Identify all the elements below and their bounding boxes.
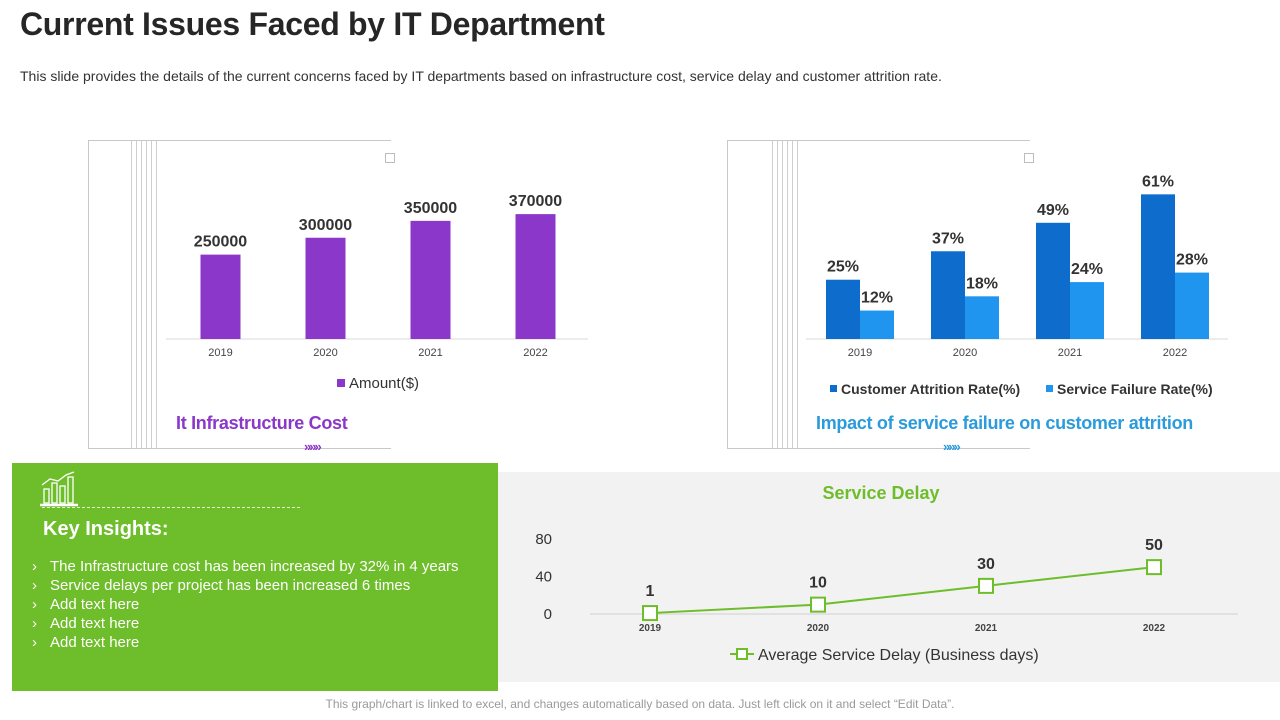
tick-label: 2020 xyxy=(807,623,830,634)
legend-label: Service Failure Rate(%) xyxy=(1057,381,1213,397)
data-label: 250000 xyxy=(194,234,247,251)
legend-swatch xyxy=(830,385,837,392)
data-label: 12% xyxy=(861,290,893,307)
bar xyxy=(860,310,894,339)
tick-label: 2019 xyxy=(639,623,662,634)
bar xyxy=(1070,282,1104,339)
key-insights-list: The Infrastructure cost has been increas… xyxy=(32,557,462,652)
key-insights-box: Key Insights: The Infrastructure cost ha… xyxy=(12,463,498,691)
data-label: 28% xyxy=(1176,252,1208,269)
tick-label: 2021 xyxy=(418,347,442,359)
data-point xyxy=(810,596,826,613)
insights-divider xyxy=(42,507,300,508)
data-point xyxy=(1146,559,1162,576)
infrastructure-arrows-icon: »»» xyxy=(304,439,322,454)
panel-handle-left xyxy=(385,153,395,163)
bar xyxy=(965,296,999,339)
legend-marker xyxy=(736,648,748,660)
panel-handle-right xyxy=(1024,153,1034,163)
tick-label: 2022 xyxy=(523,347,547,359)
bar xyxy=(305,237,346,339)
bar xyxy=(826,279,860,339)
y-tick-label: 80 xyxy=(535,531,552,548)
data-point xyxy=(642,605,658,622)
list-item: Add text here xyxy=(32,595,462,614)
tick-label: 2021 xyxy=(1058,347,1082,359)
tick-label: 2021 xyxy=(975,623,998,634)
tick-label: 2019 xyxy=(848,347,872,359)
list-item: The Infrastructure cost has been increas… xyxy=(32,557,462,576)
data-point xyxy=(978,577,994,594)
bar xyxy=(1141,194,1175,339)
tick-label: 2022 xyxy=(1163,347,1187,359)
data-label: 350000 xyxy=(404,200,457,217)
y-tick-label: 40 xyxy=(535,569,552,586)
tick-label: 2022 xyxy=(1143,623,1166,634)
decorative-stripes xyxy=(768,141,802,448)
chart-title: Service Delay xyxy=(822,483,939,503)
attrition-panel-frame xyxy=(727,140,1030,449)
data-label: 30 xyxy=(977,556,995,573)
y-tick-label: 0 xyxy=(544,606,552,623)
data-label: 24% xyxy=(1071,261,1103,278)
chart-bars-icon xyxy=(40,471,78,507)
legend-label: Amount($) xyxy=(349,375,419,392)
data-label: 300000 xyxy=(299,217,352,234)
data-label: 370000 xyxy=(509,193,562,210)
list-item: Add text here xyxy=(32,633,462,652)
bar xyxy=(200,254,241,339)
data-label: 61% xyxy=(1142,173,1174,190)
series-line xyxy=(649,566,1155,615)
data-label: 37% xyxy=(932,230,964,247)
data-label: 18% xyxy=(966,275,998,292)
service-delay-panel xyxy=(498,472,1280,682)
infrastructure-caption: It Infrastructure Cost xyxy=(176,413,348,433)
bar xyxy=(1036,222,1070,339)
attrition-caption: Impact of service failure on customer at… xyxy=(816,413,1193,433)
bar xyxy=(410,220,451,339)
service-delay-chart: Service Delay 0 40 80 1 2019 10 2020 30 2021 50 202… xyxy=(535,483,1238,664)
list-item: Service delays per project has been incr… xyxy=(32,576,462,595)
data-label: 49% xyxy=(1037,202,1069,219)
tick-label: 2020 xyxy=(313,347,337,359)
data-label: 1 xyxy=(646,583,655,600)
key-insights-title: Key Insights: xyxy=(43,518,169,540)
bar xyxy=(1175,272,1209,339)
tick-label: 2019 xyxy=(208,347,232,359)
bar xyxy=(931,251,965,339)
page-title: Current Issues Faced by IT Department xyxy=(20,6,605,42)
list-item: Add text here xyxy=(32,614,462,633)
tick-label: 2020 xyxy=(953,347,977,359)
infrastructure-panel-frame xyxy=(88,140,391,449)
data-label: 25% xyxy=(827,259,859,276)
decorative-stripes xyxy=(127,141,161,448)
footnote: This graph/chart is linked to excel, and… xyxy=(325,697,955,711)
legend-label: Customer Attrition Rate(%) xyxy=(841,381,1020,397)
attrition-arrows-icon: »»» xyxy=(943,439,961,454)
bar xyxy=(515,214,556,339)
attrition-chart: 25%12% 2019 37% 18% 2020 49% 24% 2021 61% 28% 2022… xyxy=(806,173,1228,397)
legend-swatch xyxy=(337,379,345,387)
infrastructure-cost-chart: 250000 2019 300000 2020 350000 2021 370000 2022… xyxy=(166,193,588,392)
page-subtitle: This slide provides the details of the c… xyxy=(20,68,942,84)
legend-label: Average Service Delay (Business days) xyxy=(758,647,1039,664)
data-label: 50 xyxy=(1145,537,1163,554)
legend-swatch xyxy=(1046,385,1053,392)
data-label: 10 xyxy=(809,575,827,592)
